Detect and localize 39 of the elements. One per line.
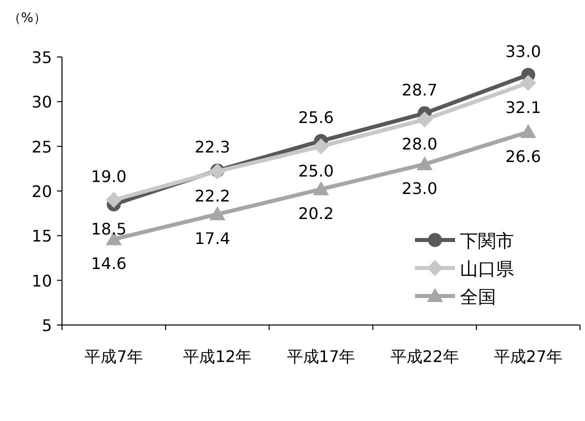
data-label: 19.0 bbox=[90, 166, 127, 186]
data-label: 28.0 bbox=[402, 134, 438, 154]
point bbox=[520, 124, 536, 138]
y-tick-label: 10 bbox=[32, 271, 52, 290]
data-label: 14.6 bbox=[90, 254, 127, 274]
y-tick-label: 35 bbox=[32, 48, 52, 67]
data-label: 23.0 bbox=[402, 179, 438, 198]
point bbox=[416, 156, 433, 170]
y-tick-label: 15 bbox=[32, 226, 52, 246]
y-tick-label: 20 bbox=[32, 182, 52, 201]
data-label: 25.0 bbox=[298, 161, 334, 180]
x-tick-label: 平成17年 bbox=[286, 347, 356, 366]
data-label: 22.2 bbox=[194, 186, 230, 206]
data-label: 33.0 bbox=[505, 42, 542, 61]
x-tick-label: 平成27年 bbox=[494, 347, 562, 366]
y-tick-label: 25 bbox=[32, 137, 52, 156]
data-label: 25.6 bbox=[298, 108, 334, 127]
legend-label: 下関市 bbox=[460, 231, 514, 252]
data-label: 20.2 bbox=[298, 204, 334, 224]
data-label: 32.1 bbox=[505, 98, 542, 117]
legend-label: 山口県 bbox=[460, 259, 514, 280]
y-tick-label: 5 bbox=[42, 316, 52, 335]
x-tick-label: 平成22年 bbox=[390, 347, 459, 366]
point bbox=[416, 112, 433, 128]
legend-label: 全国 bbox=[460, 287, 496, 308]
point bbox=[209, 206, 226, 220]
y-tick-label: 30 bbox=[32, 92, 52, 112]
data-label: 18.5 bbox=[90, 219, 127, 238]
point bbox=[520, 74, 536, 91]
data-label: 17.4 bbox=[194, 229, 230, 248]
x-tick-label: 平成12年 bbox=[183, 347, 252, 366]
point bbox=[106, 192, 122, 208]
x-tick-label: 平成7年 bbox=[84, 347, 143, 366]
data-label: 26.6 bbox=[505, 147, 542, 166]
data-label: 22.3 bbox=[194, 137, 230, 156]
data-label: 28.7 bbox=[402, 80, 438, 100]
point bbox=[313, 138, 329, 154]
y-axis-title: （%） bbox=[8, 11, 46, 26]
point bbox=[313, 181, 329, 196]
